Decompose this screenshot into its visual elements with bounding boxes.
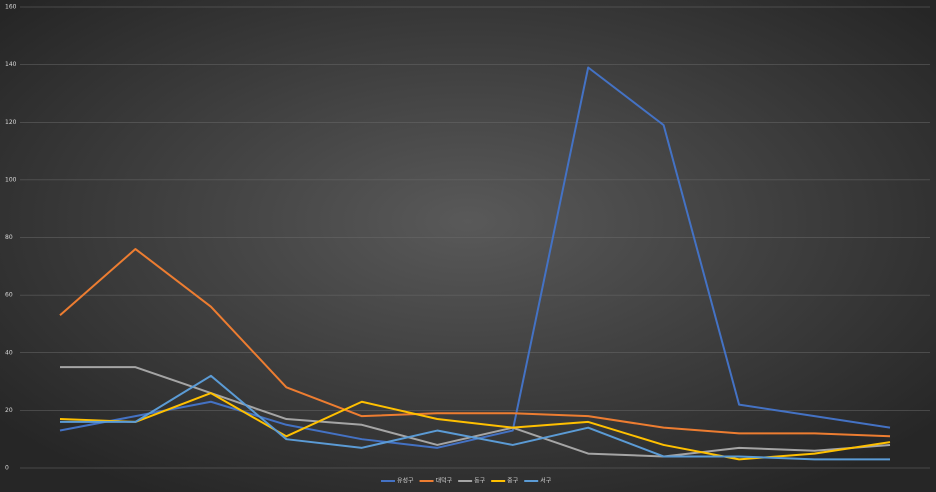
legend-label: 서구 xyxy=(540,477,552,485)
plot xyxy=(59,66,891,461)
y-tick-label: 80 xyxy=(5,234,13,241)
legend-label: 대덕구 xyxy=(436,477,453,485)
legend-label: 유성구 xyxy=(397,477,414,485)
legend-label: 동구 xyxy=(474,478,486,485)
legend-label: 중구 xyxy=(507,478,519,485)
y-tick-label: 100 xyxy=(5,176,17,183)
series-line xyxy=(59,66,891,449)
series-line xyxy=(59,392,891,461)
series-line xyxy=(60,366,891,458)
y-tick-label: 60 xyxy=(5,292,13,299)
series-line xyxy=(60,374,890,461)
y-tick-label: 140 xyxy=(5,61,17,68)
y-tick-label: 160 xyxy=(5,4,17,11)
y-tick-label: 20 xyxy=(5,407,13,414)
y-tick-label: 120 xyxy=(5,119,17,126)
legend: 유성구 대덕구 동구 중구 서구 xyxy=(381,477,552,485)
y-tick-label: 0 xyxy=(5,465,9,472)
series-line xyxy=(59,248,891,438)
y-tick-label: 40 xyxy=(5,349,13,356)
